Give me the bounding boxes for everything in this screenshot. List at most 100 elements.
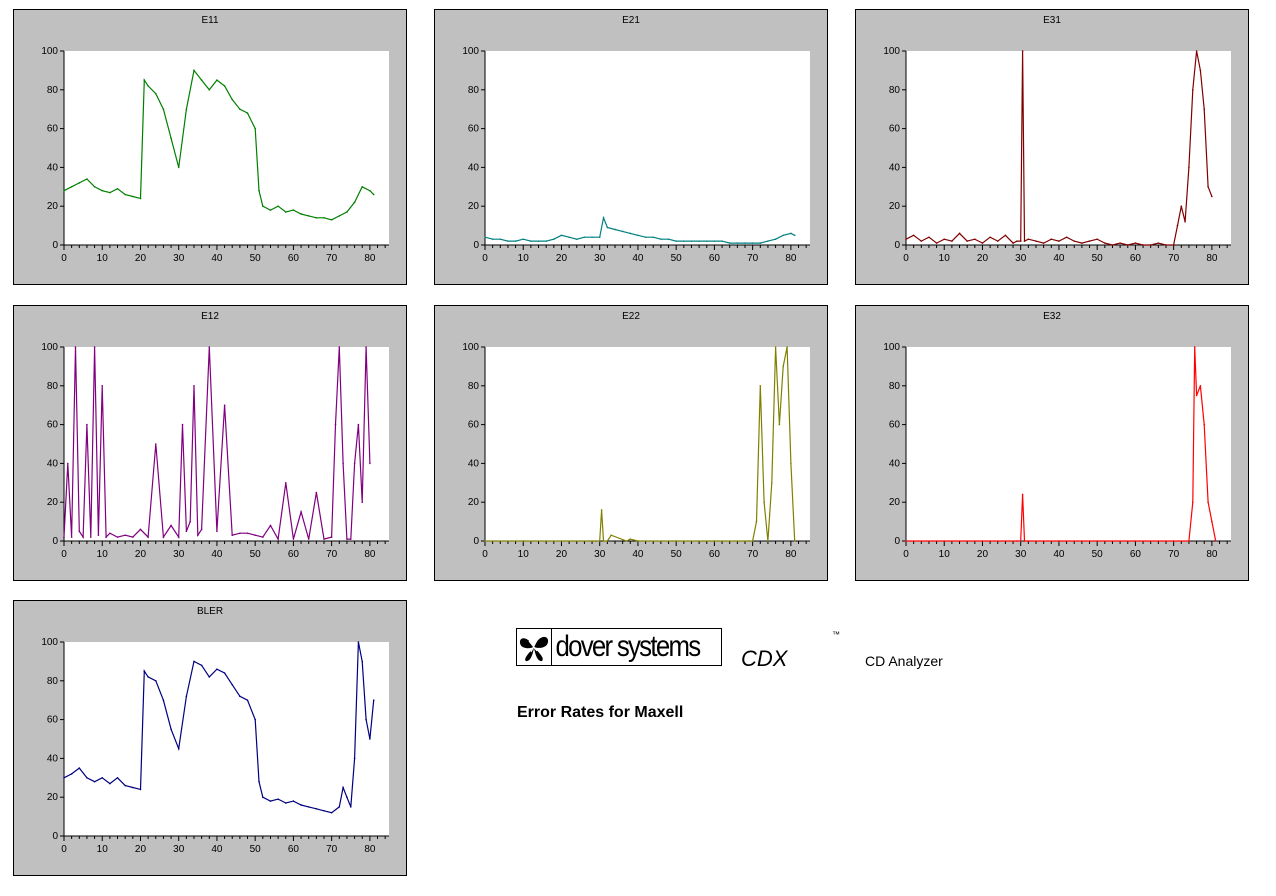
chart-svg: 0 20 40 60 80 100 0 10 20 30 40 50 60 70 80 (883, 46, 1231, 264)
data-point (522, 238, 525, 240)
data-point (369, 738, 371, 740)
x-tick-label: 50 (250, 549, 262, 560)
data-point (943, 238, 946, 240)
y-tick-label: 80 (47, 676, 59, 687)
data-point (284, 482, 287, 484)
data-point (277, 798, 279, 800)
data-point (1172, 244, 1175, 246)
data-point (162, 699, 165, 701)
x-tick-label: 50 (671, 549, 683, 560)
data-point (1184, 220, 1186, 223)
data-point (372, 699, 375, 701)
chart-panel-e31: E31 0 20 40 60 80 100 0 10 20 30 40 50 60 70 80 (855, 9, 1249, 285)
data-point (748, 540, 750, 542)
data-point (629, 538, 632, 540)
data-point (63, 536, 65, 538)
data-point (361, 660, 364, 663)
data-point (667, 238, 670, 240)
data-point (70, 773, 73, 775)
data-point (1207, 186, 1209, 188)
y-tick-label: 80 (47, 381, 59, 392)
chart-svg: 0 20 40 60 80 100 0 10 20 30 40 50 60 70 80 (41, 342, 389, 560)
data-point (763, 501, 765, 503)
data-point (790, 462, 792, 465)
x-tick-label: 0 (903, 253, 909, 264)
data-point (1088, 240, 1091, 242)
data-point (170, 524, 172, 527)
data-point (143, 79, 146, 81)
x-tick-label: 70 (747, 253, 759, 264)
data-point (1203, 423, 1206, 426)
data-point (193, 385, 195, 387)
data-point (223, 672, 226, 674)
data-point (269, 800, 272, 802)
x-tick-label: 20 (135, 253, 147, 264)
chart-svg: 0 20 40 60 80 100 0 10 20 30 40 50 60 70 80 (883, 342, 1231, 560)
data-point (484, 540, 486, 542)
x-tick-label: 40 (211, 253, 223, 264)
y-tick-label: 60 (468, 420, 480, 431)
data-point (365, 346, 367, 348)
data-point (774, 346, 777, 348)
data-point (1027, 238, 1030, 240)
data-point (315, 491, 318, 494)
data-point (793, 234, 796, 237)
data-point (139, 528, 142, 531)
y-tick-label: 40 (889, 162, 901, 173)
data-point (905, 540, 907, 542)
data-point (67, 462, 69, 465)
plot-area (906, 347, 1231, 541)
x-tick-label: 80 (364, 253, 376, 264)
data-point (254, 534, 256, 536)
data-point (637, 234, 639, 237)
data-point (307, 806, 310, 808)
data-point (258, 780, 260, 783)
data-point (216, 530, 218, 533)
data-point (277, 205, 279, 207)
x-tick-label: 30 (1015, 549, 1027, 560)
data-point (208, 89, 211, 91)
plot-area (64, 642, 389, 836)
data-point (239, 695, 241, 698)
data-point (575, 238, 578, 240)
y-tick-label: 0 (894, 536, 900, 547)
x-tick-label: 0 (61, 253, 67, 264)
data-point (369, 462, 371, 465)
trademark-symbol: ™ (832, 630, 840, 639)
data-point (86, 178, 88, 180)
data-point (905, 238, 907, 240)
x-tick-label: 40 (632, 549, 644, 560)
data-point (200, 664, 203, 667)
x-tick-label: 30 (1015, 253, 1027, 264)
data-point (109, 532, 111, 535)
data-point (132, 195, 134, 198)
data-point (1188, 166, 1190, 169)
x-tick-label: 30 (594, 549, 606, 560)
x-tick-label: 10 (97, 549, 109, 560)
data-point (920, 240, 923, 242)
data-point (346, 796, 348, 798)
data-point (185, 108, 188, 110)
data-point (177, 747, 180, 750)
data-point (591, 236, 593, 239)
x-tick-label: 60 (709, 549, 721, 560)
y-tick-label: 80 (468, 85, 480, 96)
data-point (606, 540, 609, 542)
y-tick-label: 60 (889, 124, 901, 135)
data-point (602, 540, 605, 542)
data-point (713, 240, 716, 242)
data-point (181, 423, 184, 426)
data-point (254, 718, 256, 721)
data-point (315, 808, 318, 810)
data-point (1172, 540, 1175, 542)
data-point (1021, 493, 1024, 496)
data-point (606, 226, 609, 229)
data-point (231, 534, 234, 536)
data-point (928, 236, 930, 239)
x-tick-label: 70 (1168, 253, 1180, 264)
data-point (170, 728, 172, 731)
data-point (185, 530, 188, 533)
x-tick-label: 70 (1168, 549, 1180, 560)
x-tick-label: 60 (1130, 253, 1142, 264)
data-point (349, 806, 352, 808)
